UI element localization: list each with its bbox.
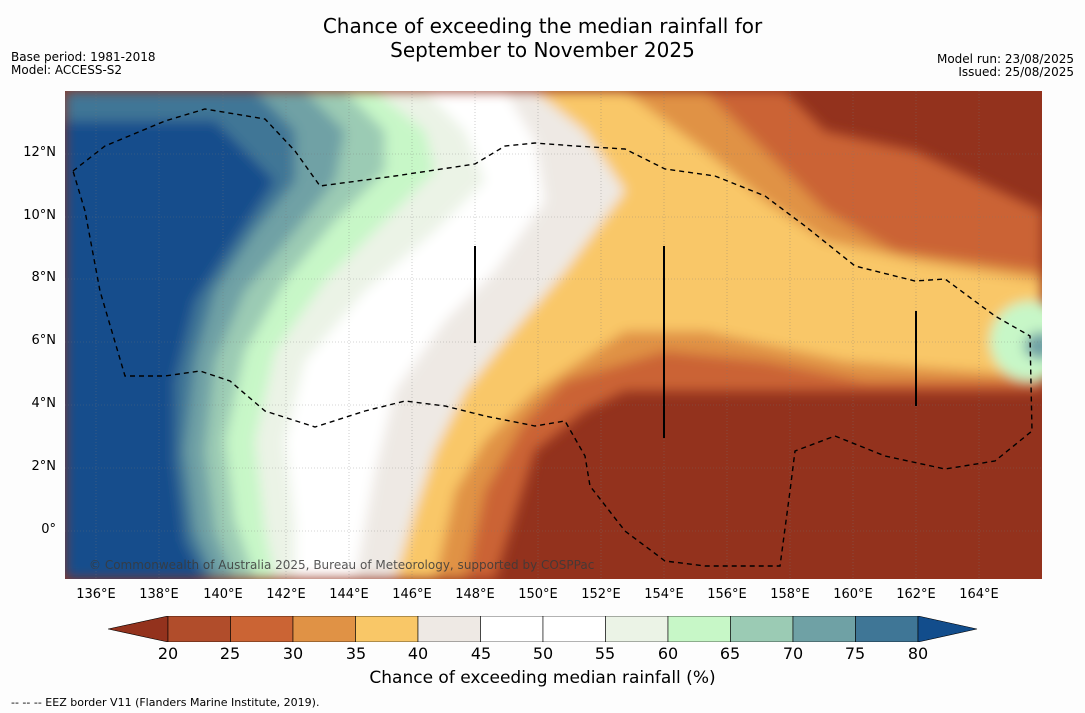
- lon-label: 146°E: [392, 587, 432, 602]
- meta-right: Model run: 23/08/2025 Issued: 25/08/2025: [937, 53, 1074, 79]
- colorbar-tick: 30: [282, 644, 304, 663]
- lon-label: 148°E: [455, 587, 495, 602]
- lat-label: 12°N: [23, 145, 56, 160]
- colorbar-tick: 55: [594, 644, 616, 663]
- colorbar-segment: [605, 616, 669, 642]
- colorbar: [108, 616, 978, 642]
- lon-label: 136°E: [76, 587, 116, 602]
- colorbar-segment: [855, 616, 919, 642]
- lon-label: 164°E: [959, 587, 999, 602]
- model-text: Model: ACCESS-S2: [11, 63, 123, 77]
- lon-label: 154°E: [644, 587, 684, 602]
- lat-label: 2°N: [31, 459, 57, 474]
- colorbar-tick: 70: [782, 644, 804, 663]
- colorbar-tick: 40: [407, 644, 429, 663]
- lon-label: 142°E: [266, 587, 306, 602]
- colorbar-segment: [730, 616, 794, 642]
- lat-label: 0°: [41, 522, 56, 537]
- lat-label: 8°N: [31, 270, 57, 285]
- colorbar-segment: [230, 616, 294, 642]
- graticule: [65, 91, 1042, 579]
- colorbar-segment: [417, 616, 481, 642]
- colorbar-tick: 25: [219, 644, 241, 663]
- colorbar-segment: [292, 616, 356, 642]
- footnote: -- -- -- EEZ border V11 (Flanders Marine…: [11, 696, 320, 709]
- region-dividers: [474, 246, 917, 438]
- longitude-labels: 136°E 138°E 140°E 142°E 144°E 146°E 148°…: [65, 587, 1042, 605]
- chart-title: Chance of exceeding the median rainfall …: [0, 14, 1085, 62]
- colorbar-extend-low: [108, 616, 169, 642]
- lon-label: 160°E: [833, 587, 873, 602]
- lon-label: 156°E: [707, 587, 747, 602]
- eez-border: [72, 108, 1033, 567]
- lon-label: 158°E: [770, 587, 810, 602]
- colorbar-segment: [667, 616, 731, 642]
- colorbar-tick: 65: [719, 644, 741, 663]
- issued-text: Issued: 25/08/2025: [958, 65, 1074, 79]
- map-canvas: [65, 91, 1042, 579]
- latitude-labels: 12°N 10°N 8°N 6°N 4°N 2°N 0°: [0, 91, 56, 579]
- copyright-text: © Commonwealth of Australia 2025, Bureau…: [89, 558, 595, 572]
- colorbar-label: Chance of exceeding median rainfall (%): [369, 668, 716, 688]
- colorbar-segment: [355, 616, 419, 642]
- title-line-2: September to November 2025: [390, 38, 695, 62]
- colorbar-tick: 35: [345, 644, 367, 663]
- colorbar-tick: 20: [157, 644, 179, 663]
- meta-left: Base period: 1981-2018 Model: ACCESS-S2: [11, 51, 156, 77]
- colorbar-extend-high: [917, 616, 978, 642]
- lon-label: 138°E: [139, 587, 179, 602]
- title-line-1: Chance of exceeding the median rainfall …: [322, 14, 763, 38]
- colorbar-tick: 80: [907, 644, 929, 663]
- model-run-text: Model run: 23/08/2025: [936, 52, 1074, 66]
- lat-label: 6°N: [31, 333, 57, 348]
- colorbar-tick: 60: [657, 644, 679, 663]
- lon-label: 152°E: [581, 587, 621, 602]
- colorbar-tick: 45: [470, 644, 492, 663]
- lat-label: 4°N: [31, 396, 57, 411]
- colorbar-segment: [167, 616, 231, 642]
- rainfall-map: [65, 91, 1042, 579]
- colorbar-segment: [480, 616, 544, 642]
- lon-label: 144°E: [329, 587, 369, 602]
- colorbar-segment: [542, 616, 606, 642]
- base-period-text: Base period: 1981-2018: [11, 50, 156, 64]
- colorbar-ticks: 20 25 30 35 40 45 50 55 60 65 70 75 80: [108, 644, 978, 663]
- lon-label: 150°E: [518, 587, 558, 602]
- colorbar-segment: [792, 616, 856, 642]
- lon-label: 140°E: [203, 587, 243, 602]
- lon-label: 162°E: [896, 587, 936, 602]
- colorbar-tick: 75: [844, 644, 866, 663]
- colorbar-tick: 50: [532, 644, 554, 663]
- lat-label: 10°N: [23, 208, 56, 223]
